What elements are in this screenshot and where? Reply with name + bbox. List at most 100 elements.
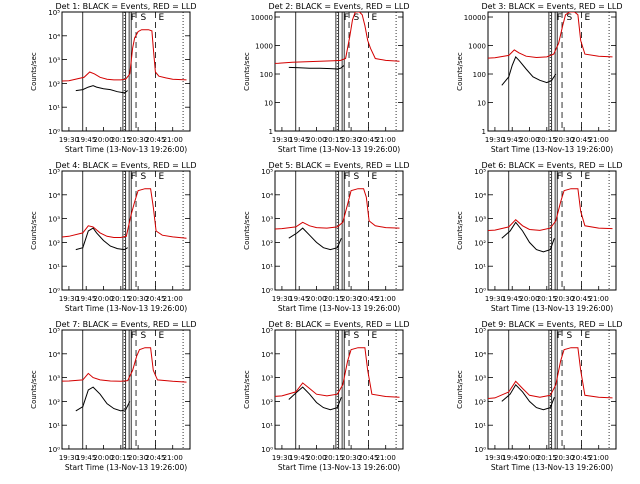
panel-det-4: F S E 10⁰ 10¹ 10² 10³ 10⁴ 10⁵ 19:3019:4520:0020:1…: [30, 161, 196, 313]
marker-label-S: S: [566, 172, 572, 182]
x-tick-label: 20:15: [324, 295, 344, 303]
series-line-lld: [275, 188, 400, 230]
x-tick-label: 20:30: [554, 136, 574, 144]
y-tick-label: 1: [269, 128, 273, 136]
panel-title: Det 6: BLACK = Events, RED = LLD: [482, 161, 623, 170]
series-line-events: [75, 227, 128, 251]
x-tick-label: 21:00: [163, 295, 183, 303]
y-tick-label: 1000: [468, 43, 486, 51]
y-tick-label: 10³: [474, 216, 486, 224]
x-tick-label: 21:00: [589, 136, 609, 144]
y-tick-label: 10³: [48, 57, 60, 65]
x-tick-label: 20:30: [554, 295, 574, 303]
series-line-events: [75, 85, 128, 94]
panel-det-5: F S E 10⁰ 10¹ 10² 10³ 10⁴ 10⁵ 19:3019:4520:0020:1…: [243, 161, 409, 313]
y-axis-label: Counts/sec: [243, 370, 251, 409]
y-tick-label: 10⁵: [48, 327, 60, 335]
y-tick-label: 10³: [48, 216, 60, 224]
x-tick-label: 20:00: [93, 295, 113, 303]
y-tick-label: 10⁰: [48, 446, 60, 454]
x-tick-label: 19:45: [502, 136, 522, 144]
x-tick-label: 19:30: [272, 454, 292, 462]
series-line-events: [501, 221, 555, 253]
y-tick-label: 10²: [474, 398, 486, 406]
y-tick-label: 10⁴: [474, 192, 486, 200]
x-tick-label: 20:30: [341, 454, 361, 462]
x-tick-label: 20:00: [519, 136, 539, 144]
x-tick-label: 20:45: [145, 295, 165, 303]
x-tick-label: 19:45: [76, 136, 96, 144]
series-line-events: [288, 227, 342, 251]
x-tick-label: 21:00: [589, 295, 609, 303]
x-tick-label: 21:00: [589, 454, 609, 462]
panel-title: Det 8: BLACK = Events, RED = LLD: [269, 320, 410, 329]
x-tick-label: 20:15: [324, 136, 344, 144]
x-tick-label: 19:30: [59, 295, 79, 303]
x-tick-label: 19:45: [502, 295, 522, 303]
marker-label-F: F: [131, 331, 136, 341]
y-tick-label: 10⁴: [48, 192, 60, 200]
marker-label-S: S: [566, 13, 572, 23]
y-tick-label: 10⁰: [474, 287, 486, 295]
marker-label-F: F: [557, 13, 562, 23]
marker-label-E: E: [158, 331, 164, 341]
x-tick-label: 20:15: [111, 295, 131, 303]
x-tick-label: 19:45: [289, 454, 309, 462]
panel-title: Det 3: BLACK = Events, RED = LLD: [482, 2, 623, 11]
series-line-events: [501, 56, 557, 86]
x-axis-label: Start Time (13-Nov-13 19:26:00): [65, 145, 187, 154]
y-tick-label: 10⁰: [261, 287, 273, 295]
x-tick-label: 19:45: [289, 295, 309, 303]
series-group: [488, 12, 613, 86]
x-axis-label: Start Time (13-Nov-13 19:26:00): [278, 145, 400, 154]
x-tick-label: 20:15: [111, 454, 131, 462]
x-tick-label: 20:45: [358, 454, 378, 462]
x-tick-label: 19:30: [59, 136, 79, 144]
x-tick-label: 20:15: [324, 454, 344, 462]
x-axis-label: Start Time (13-Nov-13 19:26:00): [491, 145, 613, 154]
panel-det-9: F S E 10⁰ 10¹ 10² 10³ 10⁴ 10⁵ 19:3019:4520:0020:1…: [456, 320, 622, 472]
y-tick-label: 10000: [251, 14, 273, 22]
y-tick-label: 10²: [474, 239, 486, 247]
marker-label-F: F: [344, 331, 349, 341]
y-tick-label: 10²: [261, 398, 273, 406]
panel-title: Det 7: BLACK = Events, RED = LLD: [56, 320, 197, 329]
x-tick-label: 20:30: [341, 295, 361, 303]
marker-label-S: S: [140, 13, 146, 23]
y-tick-label: 10³: [261, 375, 273, 383]
marker-label-F: F: [131, 13, 136, 23]
x-tick-label: 19:45: [502, 454, 522, 462]
x-tick-label: 20:45: [571, 136, 591, 144]
x-tick-label: 20:45: [145, 454, 165, 462]
y-axis-label: Counts/sec: [456, 52, 464, 91]
x-tick-label: 19:45: [76, 295, 96, 303]
x-tick-label: 20:30: [341, 136, 361, 144]
x-tick-label: 20:00: [93, 454, 113, 462]
panel-title: Det 9: BLACK = Events, RED = LLD: [482, 320, 623, 329]
y-tick-label: 10¹: [48, 104, 60, 112]
panel-det-2: F S E11010010001000019:3019:4520:0020:1520…: [243, 2, 409, 154]
marker-label-S: S: [566, 331, 572, 341]
panel-title: Det 4: BLACK = Events, RED = LLD: [56, 161, 197, 170]
x-tick-label: 20:00: [519, 454, 539, 462]
series-line-lld: [488, 12, 613, 59]
y-tick-label: 10¹: [474, 422, 486, 430]
marker-label-F: F: [131, 172, 136, 182]
y-tick-label: 100: [260, 71, 273, 79]
x-axis-label: Start Time (13-Nov-13 19:26:00): [278, 304, 400, 313]
y-tick-label: 10: [264, 100, 273, 108]
y-tick-label: 10¹: [261, 263, 273, 271]
series-line-events: [501, 383, 555, 411]
x-tick-label: 20:00: [306, 136, 326, 144]
y-tick-label: 10¹: [261, 422, 273, 430]
marker-label-F: F: [344, 13, 349, 23]
y-tick-label: 10¹: [48, 263, 60, 271]
y-axis-label: Counts/sec: [30, 52, 38, 91]
y-tick-label: 10⁵: [474, 327, 486, 335]
x-tick-label: 20:30: [128, 136, 148, 144]
series-group: [275, 347, 400, 411]
series-line-lld: [62, 188, 187, 239]
x-tick-label: 19:30: [272, 295, 292, 303]
x-tick-label: 20:00: [306, 454, 326, 462]
